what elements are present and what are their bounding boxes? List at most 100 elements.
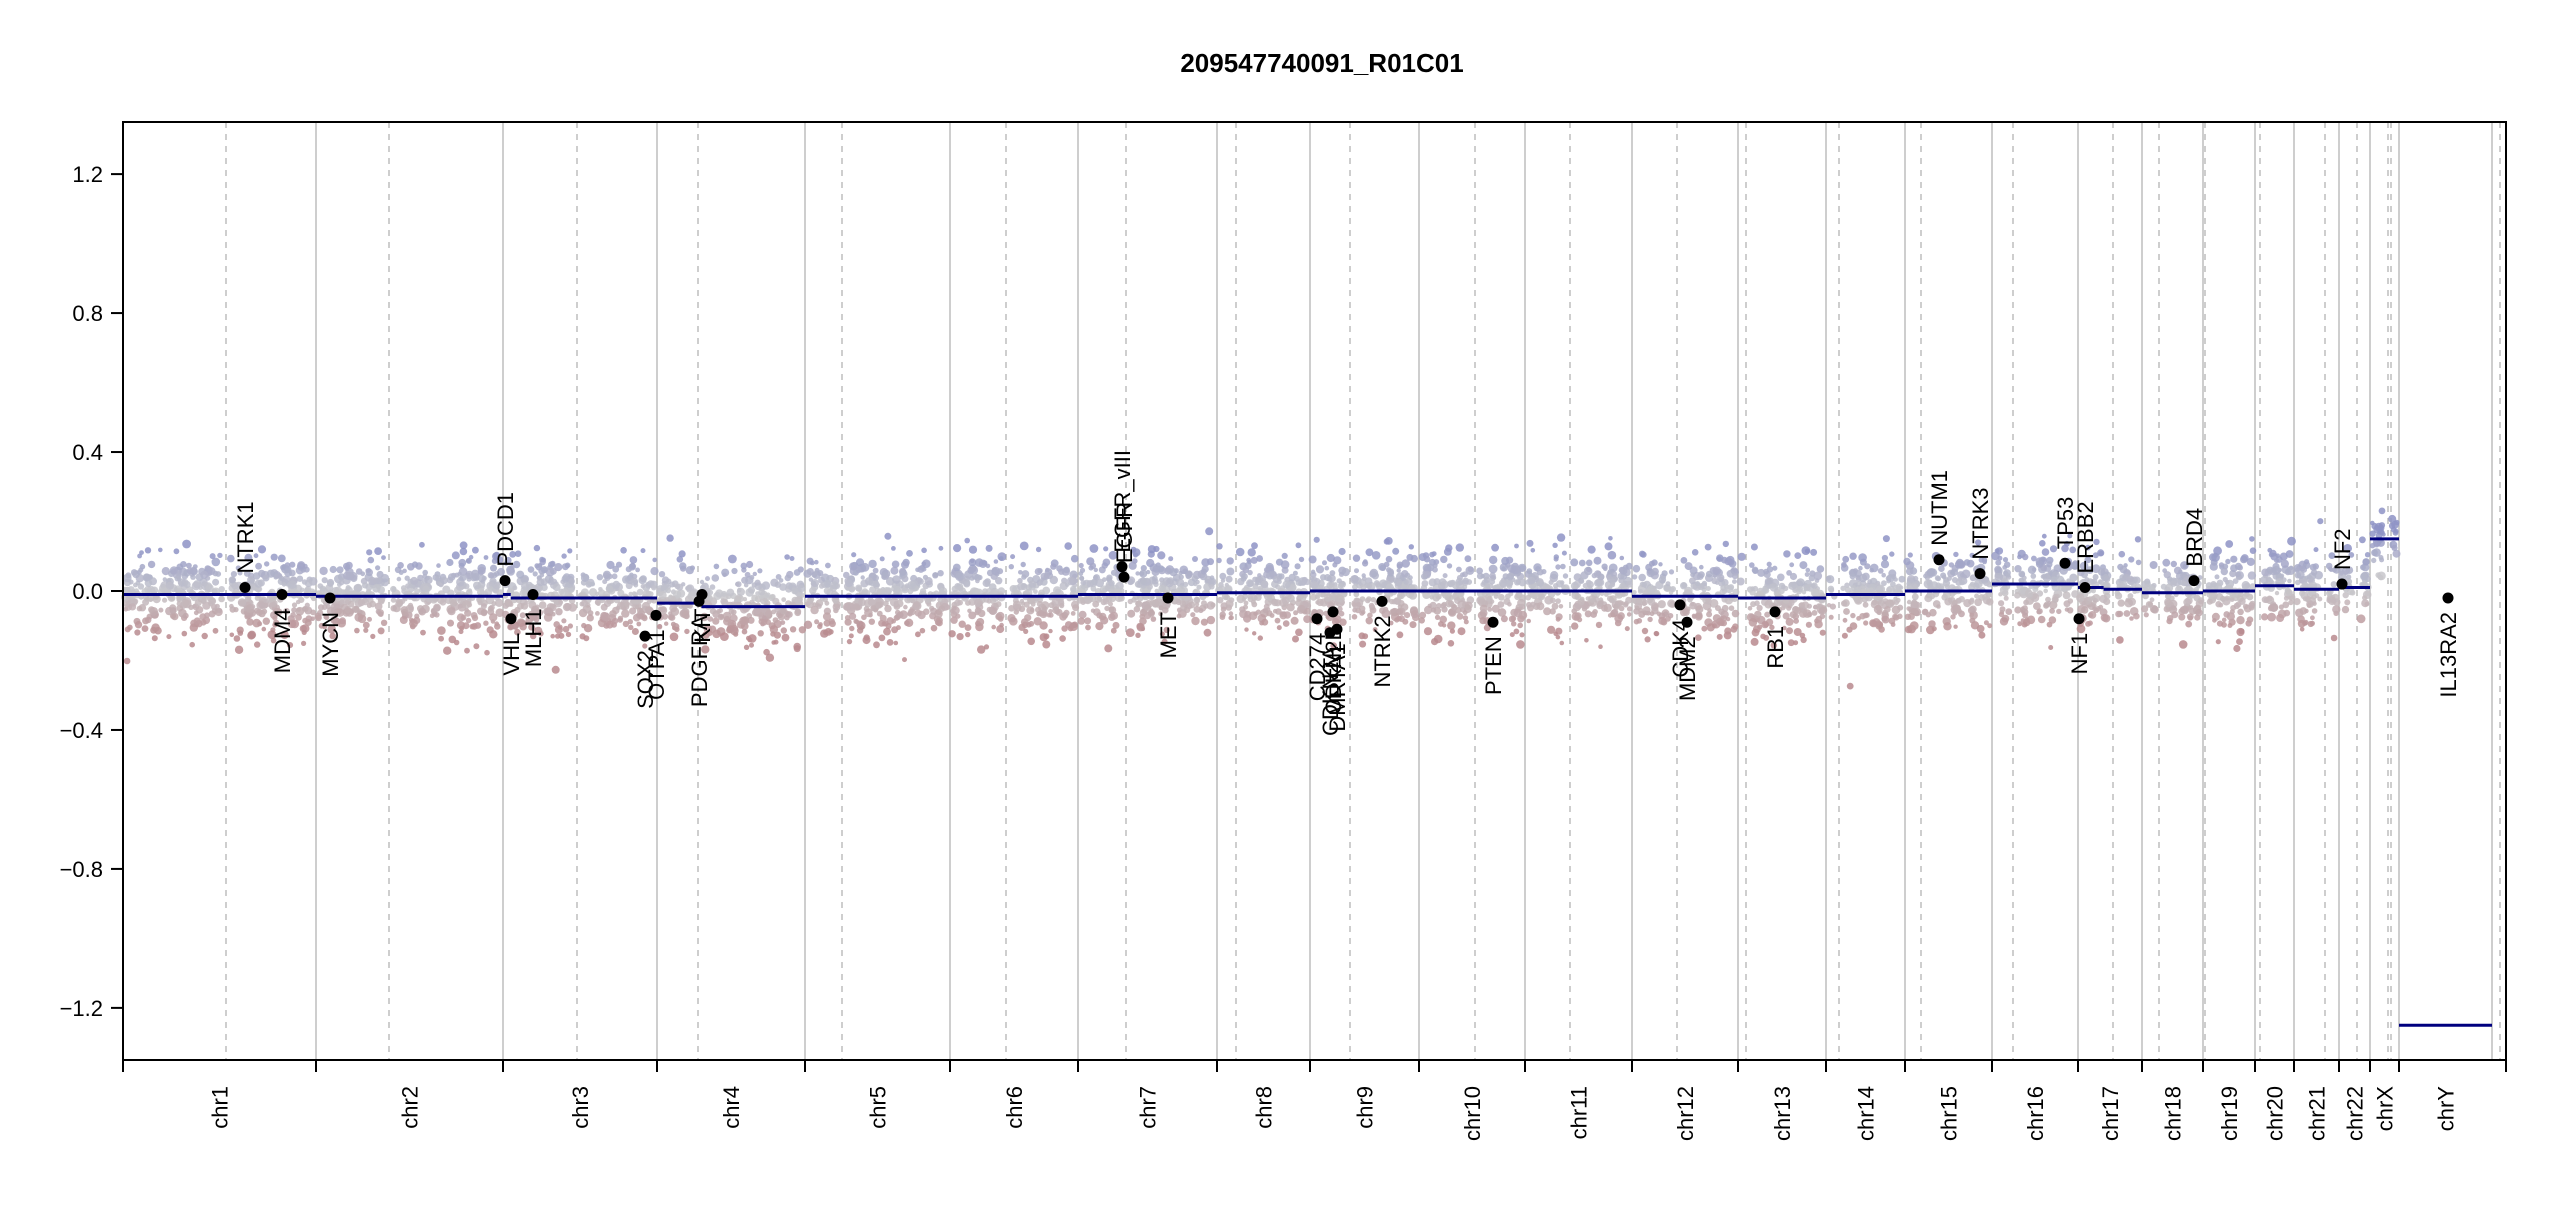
probe-point — [253, 553, 259, 559]
probe-point — [818, 583, 825, 589]
probe-point — [438, 635, 444, 642]
gene-label: NUTM1 — [1927, 470, 1952, 546]
gene-label: MDM4 — [270, 608, 295, 673]
probe-point — [484, 588, 493, 596]
probe-point — [811, 580, 817, 586]
probe-point — [1139, 587, 1145, 593]
probe-point — [1550, 571, 1559, 580]
probe-point — [1226, 557, 1234, 565]
probe-point — [1216, 596, 1224, 604]
probe-point — [779, 583, 787, 591]
probe-point — [631, 628, 639, 635]
probe-point — [1556, 580, 1564, 588]
x-tick-label: chr19 — [2217, 1086, 2242, 1141]
probe-point — [1982, 593, 1989, 601]
probe-point — [1619, 583, 1625, 589]
probe-point — [544, 607, 553, 616]
probe-point — [786, 611, 793, 618]
probe-point — [630, 577, 639, 586]
probe-point — [956, 633, 964, 641]
gene-marker — [2188, 575, 2200, 587]
probe-point — [1239, 606, 1246, 613]
probe-point — [2002, 557, 2009, 563]
probe-point — [1252, 631, 1257, 636]
probe-point — [227, 554, 235, 563]
probe-point — [1457, 600, 1467, 609]
probe-point — [215, 571, 222, 577]
probe-point — [600, 603, 608, 611]
probe-point — [2249, 536, 2255, 542]
probe-point — [658, 571, 666, 578]
probe-point — [1810, 588, 1819, 597]
probe-point — [1754, 600, 1760, 606]
probe-point — [620, 547, 627, 554]
probe-point — [780, 620, 786, 625]
probe-point — [2246, 616, 2254, 623]
probe-point — [1208, 577, 1217, 587]
probe-point — [1303, 607, 1311, 615]
probe-point — [1176, 578, 1185, 587]
probe-point — [1323, 610, 1329, 617]
probe-point — [2302, 620, 2308, 626]
probe-point — [1010, 616, 1016, 623]
probe-point — [250, 604, 256, 610]
probe-point — [603, 572, 610, 580]
probe-point — [1849, 552, 1857, 560]
probe-point — [1934, 575, 1941, 581]
probe-point — [564, 562, 571, 569]
probe-point — [194, 599, 202, 607]
probe-point — [1497, 608, 1507, 617]
probe-point — [365, 583, 373, 591]
probe-point — [1736, 577, 1745, 586]
probe-point — [825, 562, 831, 569]
probe-point — [889, 597, 899, 607]
probe-point — [1906, 581, 1911, 586]
probe-point — [1151, 575, 1158, 582]
probe-point — [1308, 555, 1317, 564]
probe-point — [283, 607, 290, 615]
probe-point — [1090, 585, 1097, 592]
probe-point — [995, 577, 1003, 585]
probe-point — [178, 608, 187, 618]
probe-point — [1994, 572, 2004, 581]
probe-point — [1021, 574, 1027, 580]
probe-point — [443, 646, 452, 655]
probe-point — [2178, 613, 2186, 621]
probe-point — [993, 602, 999, 608]
gene-label: CDKN2B — [1321, 626, 1346, 715]
probe-point — [1389, 608, 1398, 617]
probe-point — [968, 611, 977, 620]
probe-point — [1295, 542, 1302, 549]
probe-point — [2266, 596, 2275, 605]
probe-point — [1096, 596, 1103, 602]
probe-point — [1667, 599, 1676, 608]
probe-point — [609, 610, 617, 618]
probe-point — [2014, 565, 2022, 573]
probe-point — [1194, 602, 1200, 607]
probe-point — [1805, 621, 1812, 628]
probe-point — [1354, 568, 1359, 574]
probe-point — [894, 585, 901, 593]
probe-point — [810, 605, 819, 615]
probe-point — [765, 592, 771, 598]
probe-point — [1509, 632, 1515, 638]
probe-point — [2341, 605, 2350, 614]
probe-point — [1690, 572, 1695, 578]
probe-point — [595, 611, 600, 616]
probe-point — [1586, 580, 1594, 589]
probe-point — [951, 606, 960, 615]
probe-point — [1351, 575, 1359, 583]
probe-point — [1456, 613, 1464, 620]
probe-point — [1574, 593, 1582, 601]
probe-point — [173, 548, 180, 555]
probe-point — [664, 621, 669, 626]
probe-point — [1636, 618, 1643, 624]
probe-point — [380, 619, 388, 626]
probe-point — [1108, 606, 1115, 613]
probe-point — [669, 632, 679, 642]
probe-point — [858, 598, 866, 607]
probe-point — [807, 596, 815, 603]
probe-point — [247, 630, 257, 639]
probe-point — [1158, 584, 1166, 593]
probe-point — [2364, 601, 2370, 607]
